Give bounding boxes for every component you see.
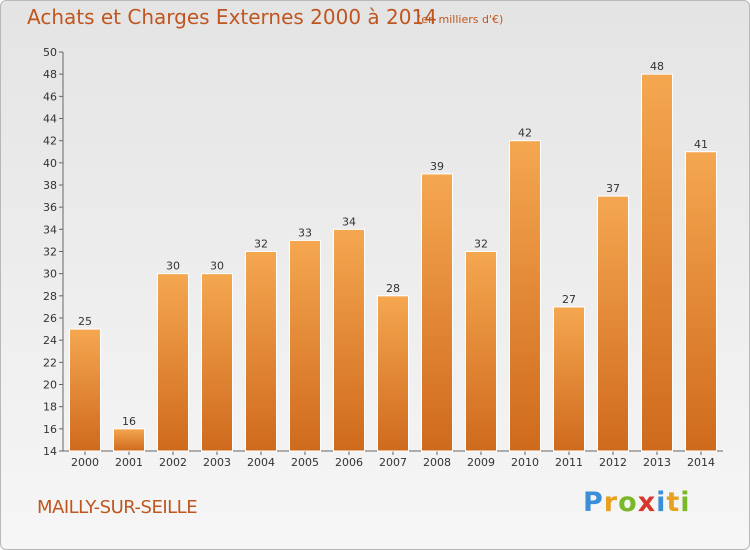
x-tick-label: 2008 (423, 456, 451, 469)
x-tick-label: 2007 (379, 456, 407, 469)
x-tick-label: 2011 (555, 456, 583, 469)
chart-unit-label: (en milliers d'€) (417, 13, 504, 26)
bar-value-label: 28 (386, 282, 400, 295)
y-tick-label: 26 (43, 312, 57, 325)
bar-value-label: 32 (474, 238, 488, 251)
x-tick-label: 2012 (599, 456, 627, 469)
logo-letter: o (618, 487, 638, 518)
bar-value-label: 32 (254, 238, 268, 251)
y-tick-label: 18 (43, 401, 57, 414)
bar-value-label: 33 (298, 226, 312, 239)
bar-value-label: 30 (166, 260, 180, 273)
x-tick-label: 2013 (643, 456, 671, 469)
y-tick-label: 28 (43, 290, 57, 303)
y-tick-label: 14 (43, 445, 57, 458)
y-tick-label: 44 (43, 113, 57, 126)
logo-letter: t (666, 487, 681, 518)
y-tick-label: 34 (43, 223, 57, 236)
chart-bars (69, 73, 717, 452)
x-tick-label: 2002 (159, 456, 187, 469)
y-tick-label: 16 (43, 423, 57, 436)
x-tick-label: 2014 (687, 456, 715, 469)
y-tick-label: 38 (43, 179, 57, 192)
bar (465, 251, 497, 452)
bar-value-label: 16 (122, 415, 136, 428)
bar-value-label: 34 (342, 215, 356, 228)
x-tick-label: 2000 (71, 456, 99, 469)
y-tick-label: 22 (43, 356, 57, 369)
bar-value-label: 42 (518, 127, 532, 140)
logo-letter: i (656, 487, 667, 518)
location-name: MAILLY-SUR-SEILLE (37, 497, 198, 518)
logo-letter: i (680, 487, 691, 518)
bar (377, 295, 409, 452)
bar (597, 195, 629, 452)
x-tick-label: 2001 (115, 456, 143, 469)
y-tick-label: 48 (43, 68, 57, 81)
bar-value-label: 27 (562, 293, 576, 306)
bar (641, 73, 673, 452)
y-tick-label: 20 (43, 379, 57, 392)
y-tick-label: 42 (43, 135, 57, 148)
bar-value-label: 30 (210, 260, 224, 273)
chart-value-labels: 25 16 30 30 32 33 34 28 39 32 42 27 37 48 41 (78, 60, 708, 428)
bar (421, 173, 453, 452)
bar (245, 251, 277, 452)
x-tick-label: 2004 (247, 456, 275, 469)
bar (509, 140, 541, 452)
y-tick-label: 24 (43, 334, 57, 347)
x-tick-label: 2003 (203, 456, 231, 469)
y-tick-label: 40 (43, 157, 57, 170)
chart-axes: 14 16 18 20 22 24 26 28 30 32 34 36 38 40 42 44 46 48 50 20… (43, 46, 723, 469)
bar (157, 273, 189, 452)
bar (201, 273, 233, 452)
y-tick-label: 36 (43, 201, 57, 214)
bar-value-label: 37 (606, 182, 620, 195)
bar (69, 328, 101, 452)
bar (685, 151, 717, 452)
bar (333, 228, 365, 452)
y-tick-label: 46 (43, 90, 57, 103)
bar-value-label: 25 (78, 315, 92, 328)
y-tick-label: 50 (43, 46, 57, 59)
bar (289, 239, 321, 452)
logo-letter: P (583, 487, 604, 518)
logo-letter: r (603, 487, 619, 518)
bar-value-label: 39 (430, 160, 444, 173)
proxiti-logo: Proxiti (583, 487, 691, 518)
logo-letter: x (637, 487, 657, 518)
y-tick-label: 30 (43, 268, 57, 281)
x-tick-label: 2009 (467, 456, 495, 469)
bar (553, 306, 585, 452)
bar-value-label: 48 (650, 60, 664, 73)
x-tick-label: 2010 (511, 456, 539, 469)
x-tick-label: 2005 (291, 456, 319, 469)
y-tick-label: 32 (43, 246, 57, 259)
x-tick-label: 2006 (335, 456, 363, 469)
chart-title: Achats et Charges Externes 2000 à 2014 (27, 5, 437, 29)
bar-value-label: 41 (694, 138, 708, 151)
bar (113, 428, 145, 452)
